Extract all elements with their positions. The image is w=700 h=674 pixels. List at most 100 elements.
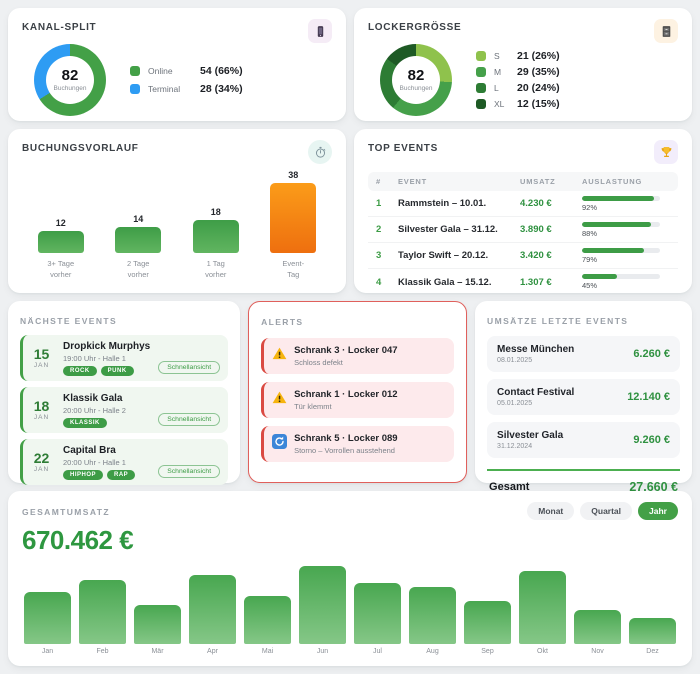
event-list-item[interactable]: 22 JAN Capital Bra 20:00 Uhr - Halle 1 HIPHO… bbox=[20, 439, 229, 485]
table-body: 1 Rammstein – 10.01. 4.230 € 92% 2 Silvester … bbox=[368, 191, 678, 295]
table-row[interactable]: 1 Rammstein – 10.01. 4.230 € 92% bbox=[368, 191, 678, 217]
event-name: Capital Bra bbox=[63, 444, 116, 456]
kanal-split-card: KANAL-SPLIT 82 Buchungen Online 54 (66%) T… bbox=[8, 8, 346, 121]
alert-title: Schrank 3 · Locker 047 bbox=[294, 345, 398, 356]
period-button-monat[interactable]: Monat bbox=[527, 502, 575, 520]
event-tags: HIPHOP RAP bbox=[63, 469, 150, 480]
row-lists: NÄCHSTE EVENTS 15 JAN Dropkick Murphys 19:0… bbox=[8, 301, 693, 494]
month-label: Jun bbox=[316, 648, 329, 655]
month-bar bbox=[299, 566, 346, 644]
alerts-list: Schrank 3 · Locker 047 Schloss defekt Schr… bbox=[261, 338, 455, 462]
revenue-info: Messe München 08.01.2025 bbox=[497, 344, 574, 364]
legend-value: 54 (66%) bbox=[200, 65, 243, 77]
legend-swatch bbox=[476, 83, 486, 93]
donut-total-label: Buchungen bbox=[399, 85, 433, 92]
donut-center: 82 Buchungen bbox=[46, 56, 94, 104]
alert-item[interactable]: Schrank 5 · Locker 089 Storno – Vorrollen… bbox=[261, 426, 455, 462]
lockergroesse-header: LOCKERGRÖSSE bbox=[368, 19, 678, 43]
revenue-row: Silvester Gala 31.12.2024 9.260 € bbox=[487, 422, 681, 458]
quick-view-button[interactable]: Schnellansicht bbox=[158, 413, 221, 426]
event-date: 15 JAN bbox=[28, 347, 55, 369]
event-cell: Silvester Gala – 31.12. bbox=[398, 224, 498, 235]
legend-swatch bbox=[130, 66, 140, 76]
buchungsvorlauf-title: BUCHUNGSVORLAUF bbox=[22, 143, 139, 154]
alert-text: Schrank 3 · Locker 047 Schloss defekt bbox=[294, 345, 398, 367]
donut-center: 82 Buchungen bbox=[392, 56, 440, 104]
auslastung-fill bbox=[582, 221, 651, 227]
top-events-header: TOP EVENTS bbox=[368, 140, 678, 164]
event-day: 22 bbox=[33, 450, 50, 466]
period-button-jahr[interactable]: Jahr bbox=[638, 502, 678, 520]
event-details: 20:00 Uhr - Halle 1 bbox=[63, 457, 126, 467]
event-day: 18 bbox=[33, 398, 50, 414]
event-name: Klassik Gala bbox=[63, 392, 123, 404]
rank-cell: 2 bbox=[376, 224, 382, 235]
buchungsvorlauf-bar-chart: 12 3+ Tage vorher 14 2 Tage vorher 18 1 Tag vorh… bbox=[22, 169, 332, 281]
month-label: Apr bbox=[207, 648, 218, 655]
auslastung-track bbox=[582, 195, 660, 201]
rank-cell: 4 bbox=[376, 276, 382, 288]
buchungsvorlauf-header: BUCHUNGSVORLAUF bbox=[22, 140, 332, 164]
legend-item: Online 54 (66%) bbox=[130, 65, 243, 77]
month-bar-column bbox=[519, 564, 566, 644]
top-events-table: # EVENT UMSATZ AUSLASTUNG 1 Rammstein – 1… bbox=[368, 172, 678, 295]
legend-label: XL bbox=[494, 99, 505, 109]
quick-view-button[interactable]: Schnellansicht bbox=[158, 465, 221, 478]
event-date: 22 JAN bbox=[28, 451, 55, 473]
bar bbox=[115, 227, 162, 253]
auslastung-cell: 79% bbox=[582, 247, 670, 264]
donut-total: 82 bbox=[61, 67, 79, 84]
total-divider bbox=[487, 469, 681, 471]
donut-total-label: Buchungen bbox=[53, 85, 87, 92]
event-tag: PUNK bbox=[100, 365, 134, 376]
month-label: Jul bbox=[373, 648, 382, 655]
revenue-total-row: Gesamt 27.660 € bbox=[487, 480, 680, 494]
month-bar bbox=[464, 601, 511, 644]
donut-chart: 82 Buchungen bbox=[34, 44, 106, 116]
event-list-item[interactable]: 15 JAN Dropkick Murphys 19:00 Uhr - Halle 1… bbox=[20, 335, 229, 381]
month-bar-column bbox=[464, 564, 511, 644]
umsatz-cell: 3.420 € bbox=[520, 250, 552, 261]
donut-total: 82 bbox=[407, 67, 425, 84]
month-label: Aug bbox=[426, 648, 439, 655]
month-axis-labels: Jan Feb Mär Apr Mai Jun Jul Aug Sep Okt Nov Dez bbox=[22, 648, 678, 655]
revenue-date: 05.01.2025 bbox=[497, 400, 533, 407]
table-row[interactable]: 3 Taylor Swift – 20.12. 3.420 € 79% bbox=[368, 243, 678, 269]
bar-column: 14 2 Tage vorher bbox=[102, 169, 174, 281]
revenue-amount: 9.260 € bbox=[633, 434, 671, 446]
event-month: JAN bbox=[33, 414, 50, 421]
total-amount: 27.660 € bbox=[629, 480, 679, 494]
alert-text: Schrank 5 · Locker 089 Storno – Vorrollen… bbox=[294, 433, 398, 455]
revenue-list: Messe München 08.01.2025 6.260 € Contact Fe… bbox=[487, 336, 681, 458]
lockergroesse-chart: 82 Buchungen S 21 (26%) M 29 (35%) L 20 (24%)… bbox=[368, 44, 678, 116]
alerts-card: ALERTS Schrank 3 · Locker 047 Schloss def… bbox=[248, 301, 468, 483]
period-button-quartal[interactable]: Quartal bbox=[580, 502, 633, 520]
revenue-name: Messe München bbox=[497, 344, 575, 355]
auslastung-cell: 88% bbox=[582, 221, 670, 238]
donut-chart: 82 Buchungen bbox=[380, 44, 452, 116]
revenue-amount: 12.140 € bbox=[627, 391, 671, 403]
auslastung-percent: 92% bbox=[582, 202, 598, 212]
lockergroesse-card: LOCKERGRÖSSE 82 Buchungen S 21 (26%) M 29 (… bbox=[354, 8, 692, 121]
table-row[interactable]: 2 Silvester Gala – 31.12. 3.890 € 88% bbox=[368, 217, 678, 243]
month-bar-column bbox=[574, 564, 621, 644]
month-bar bbox=[134, 605, 181, 644]
revenue-date: 31.12.2024 bbox=[497, 443, 533, 450]
alert-title: Schrank 1 · Locker 012 bbox=[294, 389, 398, 400]
revenue-row: Contact Festival 05.01.2025 12.140 € bbox=[487, 379, 681, 415]
alert-item[interactable]: Schrank 1 · Locker 012 Tür klemmt bbox=[261, 382, 455, 418]
table-row[interactable]: 4 Klassik Gala – 15.12. 1.307 € 45% bbox=[368, 269, 678, 295]
gesamtumsatz-value: 670.462 € bbox=[22, 525, 134, 555]
gesamtumsatz-kpi: GESAMTUMSATZ 670.462 € bbox=[22, 502, 134, 556]
alert-item[interactable]: Schrank 3 · Locker 047 Schloss defekt bbox=[261, 338, 455, 374]
quick-view-button[interactable]: Schnellansicht bbox=[158, 361, 221, 374]
alert-subtitle: Schloss defekt bbox=[294, 358, 343, 367]
auslastung-track bbox=[582, 247, 660, 253]
event-list-item[interactable]: 18 JAN Klassik Gala 20:00 Uhr - Halle 2 KLAS… bbox=[20, 387, 229, 433]
refresh-icon bbox=[272, 434, 288, 449]
kanal-split-title: KANAL-SPLIT bbox=[22, 22, 97, 33]
total-label: Gesamt bbox=[489, 481, 530, 493]
legend-label: S bbox=[494, 51, 500, 61]
legend-item: M 29 (35%) bbox=[476, 66, 560, 78]
bar bbox=[192, 220, 239, 253]
